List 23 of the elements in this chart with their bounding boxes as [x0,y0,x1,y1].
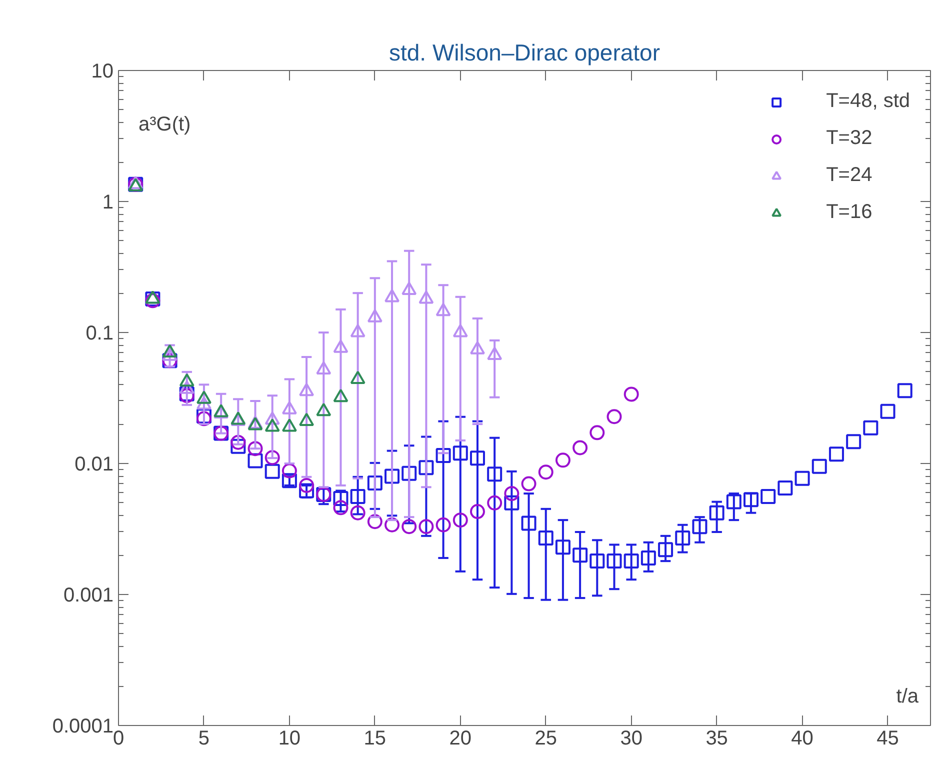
y-tick-label: 1 [102,192,114,214]
x-tick-label: 15 [364,728,386,750]
legend-label: T=16 [826,201,872,224]
legend-label: T=48, std [826,90,910,113]
x-tick-label: 45 [876,728,899,750]
x-tick-label: 10 [278,728,301,750]
x-tick-label: 25 [534,728,557,750]
x-axis-title: t/a [896,686,920,708]
y-tick-label: 0.0001 [52,716,114,738]
x-tick-label: 5 [198,728,210,750]
y-tick-label: 0.1 [86,322,114,344]
x-tick-label: 35 [706,728,728,750]
y-tick-label: 10 [91,60,114,82]
y-tick-label: 0.01 [74,454,114,476]
x-tick-label: 20 [449,728,472,750]
y-axis-title: a³G(t) [138,114,191,136]
chart-title: std. Wilson–Dirac operator [389,40,660,66]
y-tick-label: 0.001 [63,584,114,606]
x-tick-label: 40 [791,728,814,750]
legend-label: T=32 [826,127,872,150]
x-tick-label: 0 [112,728,124,750]
x-tick-label: 30 [620,728,642,750]
legend-label: T=24 [826,164,872,187]
